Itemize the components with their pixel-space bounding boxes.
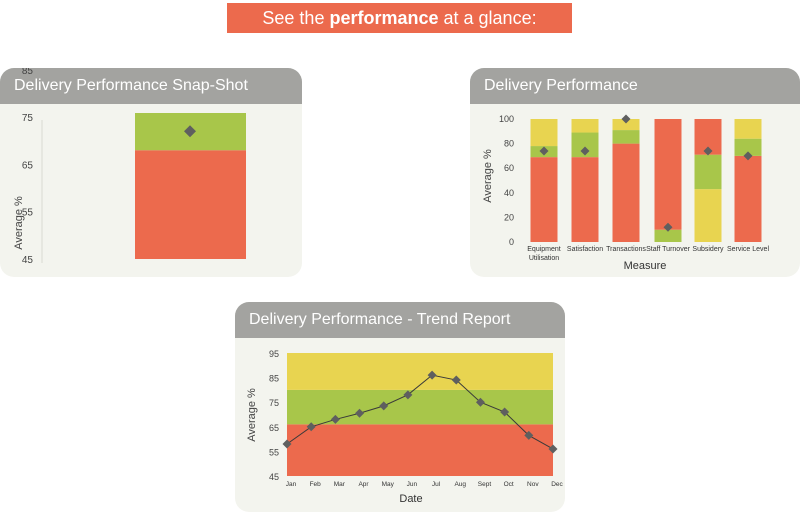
trend-point-0 [282,439,292,449]
trend-ytick-5: 95 [269,349,279,359]
measures-category-1-0: Satisfaction [567,246,603,253]
trend-xtick-4: May [382,481,395,488]
trend-xtick-0: Jan [286,481,297,488]
measures-bar-5-green [734,138,762,156]
trend-ylabel: Average % [246,388,258,442]
trend-point-4 [379,401,389,411]
banner-suffix: at a glance: [438,8,537,28]
measures-chart: 0 20 40 60 80 100 Average % Equipment Utilisatio… [482,114,769,272]
measures-marker-1 [580,146,590,156]
trend-point-2 [330,414,340,424]
trend-band-yellow [287,353,553,390]
trend-ytick-1: 55 [269,447,279,457]
measures-bar-0-red [530,157,558,242]
trend-xtick-6: Jul [432,481,441,488]
trend-point-1 [306,422,316,432]
trend-point-8 [475,397,485,407]
trend-card: Delivery Performance - Trend Report 45 55… [235,302,565,512]
trend-xlabel: Date [399,493,422,505]
trend-xtick-11: Dec [551,481,563,488]
trend-band-red [287,424,553,476]
measures-marker-0 [539,146,549,156]
measures-xlabel: Measure [624,260,667,272]
measures-category-5-0: Service Level [727,246,769,253]
trend-xtick-10: Nov [527,481,539,488]
trend-line [286,374,554,450]
trend-xtick-2: Mar [334,481,346,488]
snapshot-ytick-2: 65 [22,160,34,171]
measures-bar-5-red [734,155,762,242]
measures-category-2-0: Transactions [606,246,646,253]
banner: See the performance at a glance: [227,3,572,33]
trend-point-5 [403,390,413,400]
measures-category-4-0: Subsidery [692,246,724,253]
trend-point-3 [355,408,365,418]
snapshot-ytick-0: 45 [22,255,34,266]
measures-category-0-1: Utilisation [529,255,559,262]
measures-bar-2-yellow [612,119,640,131]
trend-xtick-8: Sept [478,481,492,488]
trend-ytick-2: 65 [269,423,279,433]
trend-point-9 [500,407,510,417]
snapshot-band-red [135,150,246,259]
trend-ytick-3: 75 [269,398,279,408]
measures-title: Delivery Performance [470,68,800,104]
measures-ytick-1: 20 [504,212,514,222]
measures-bar-5-yellow [734,119,762,139]
trend-point-10 [524,430,534,440]
snapshot-title: Delivery Performance Snap-Shot [0,68,302,104]
trend-xtick-3: Apr [358,481,369,488]
trend-xtick-1: Feb [310,481,322,488]
banner-bold: performance [329,8,439,28]
trend-xtick-5: Jun [407,481,418,488]
snapshot-ytick-3: 75 [22,113,34,124]
measures-bar-3-red [654,119,682,230]
measures-bar-2-red [612,143,640,242]
measures-bar-3-green [654,229,682,242]
trend-ytick-4: 85 [269,374,279,384]
trend-point-11 [548,444,558,454]
snapshot-marker [184,125,196,138]
measures-marker-5 [743,151,753,161]
trend-band-green [287,389,553,425]
snapshot-ytick-1: 55 [22,208,34,219]
snapshot-ytick-4: 85 [22,68,34,77]
snapshot-card: Delivery Performance Snap-Shot 45 55 65 75 8… [0,68,302,277]
measures-ytick-3: 60 [504,163,514,173]
measures-marker-3 [663,222,673,232]
trend-ytick-0: 45 [269,472,279,482]
banner-prefix: See the [262,8,330,28]
measures-card: Delivery Performance 0 20 40 60 80 100 Average… [470,68,800,277]
trend-point-7 [451,375,461,385]
measures-ylabel: Average % [482,149,494,203]
measures-bar-1-yellow [571,119,599,133]
measures-ytick-0: 0 [509,237,514,247]
snapshot-ylabel: Average % [13,196,25,250]
measures-bar-0-yellow [530,119,558,147]
trend-xtick-7: Aug [454,481,466,488]
measures-ytick-2: 40 [504,188,514,198]
measures-bar-4-green [694,154,722,190]
trend-chart: 45 55 65 75 85 95 Average % Jan Feb Mar Apr May Jun J… [246,349,564,505]
measures-bar-4-yellow [694,189,722,242]
measures-bar-1-red [571,157,599,242]
trend-title: Delivery Performance - Trend Report [235,302,565,338]
measures-bar-2-green [612,130,640,144]
trend-point-6 [427,370,437,380]
measures-ytick-4: 80 [504,139,514,149]
measures-ytick-5: 100 [499,114,514,124]
trend-xtick-9: Oct [504,481,514,488]
measures-category-0-0: Equipment [527,246,561,253]
measures-category-3-0: Staff Turnover [646,246,691,253]
measures-marker-2 [621,114,631,124]
measures-marker-4 [703,146,713,156]
